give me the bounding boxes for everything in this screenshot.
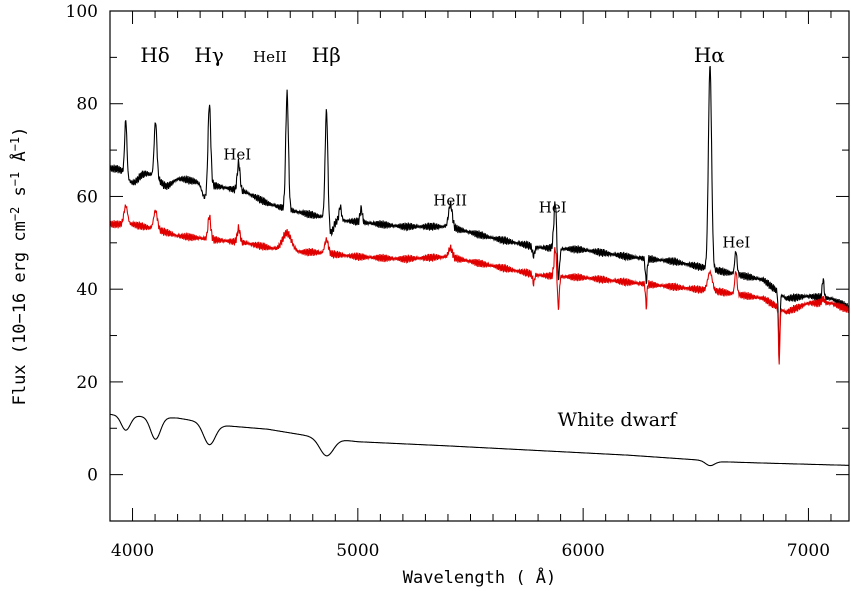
- annotation-label: Hβ: [312, 43, 341, 67]
- y-axis-label: Flux (10−16 erg cm−2 s−1 Å−1): [8, 127, 30, 406]
- y-tick-label: 60: [76, 187, 98, 207]
- x-tick-label: 4000: [111, 541, 154, 561]
- spectrum-series-line-1: [109, 65, 850, 350]
- y-tick-label: 0: [87, 466, 98, 486]
- annotation-label: HeI: [223, 145, 251, 163]
- spectrum-series-line-2: [109, 204, 850, 365]
- x-tick-label: 6000: [562, 541, 605, 561]
- x-tick-label: 5000: [336, 541, 379, 561]
- x-tick-label: 7000: [787, 541, 830, 561]
- annotation-label: HeI: [722, 233, 750, 251]
- annotation-label: White dwarf: [558, 409, 679, 431]
- y-tick-label: 80: [76, 95, 98, 115]
- y-tick-label: 20: [76, 373, 98, 393]
- annotation-label: HeI: [539, 199, 567, 217]
- axes-layer: 4000 5000 6000 7000 0 20 40 60 80 100: [66, 2, 850, 561]
- annotation-label: HeII: [253, 48, 287, 66]
- white-dwarf-series-line: [110, 413, 849, 467]
- y-tick-label: 100: [66, 2, 98, 22]
- annotation-layer: Hδ Hγ HeII Hβ HeI HeII HeI Hα HeI White dwarf: [140, 43, 750, 431]
- x-axis-label: Wavelength ( Å): [403, 566, 557, 588]
- plot-frame: [109, 10, 850, 522]
- series-layer: [109, 65, 850, 467]
- annotation-label: HeII: [433, 192, 467, 210]
- annotation-label: Hγ: [194, 43, 223, 67]
- y-tick-label: 40: [76, 280, 98, 300]
- annotation-label: Hα: [694, 43, 725, 67]
- annotation-label: Hδ: [140, 43, 169, 67]
